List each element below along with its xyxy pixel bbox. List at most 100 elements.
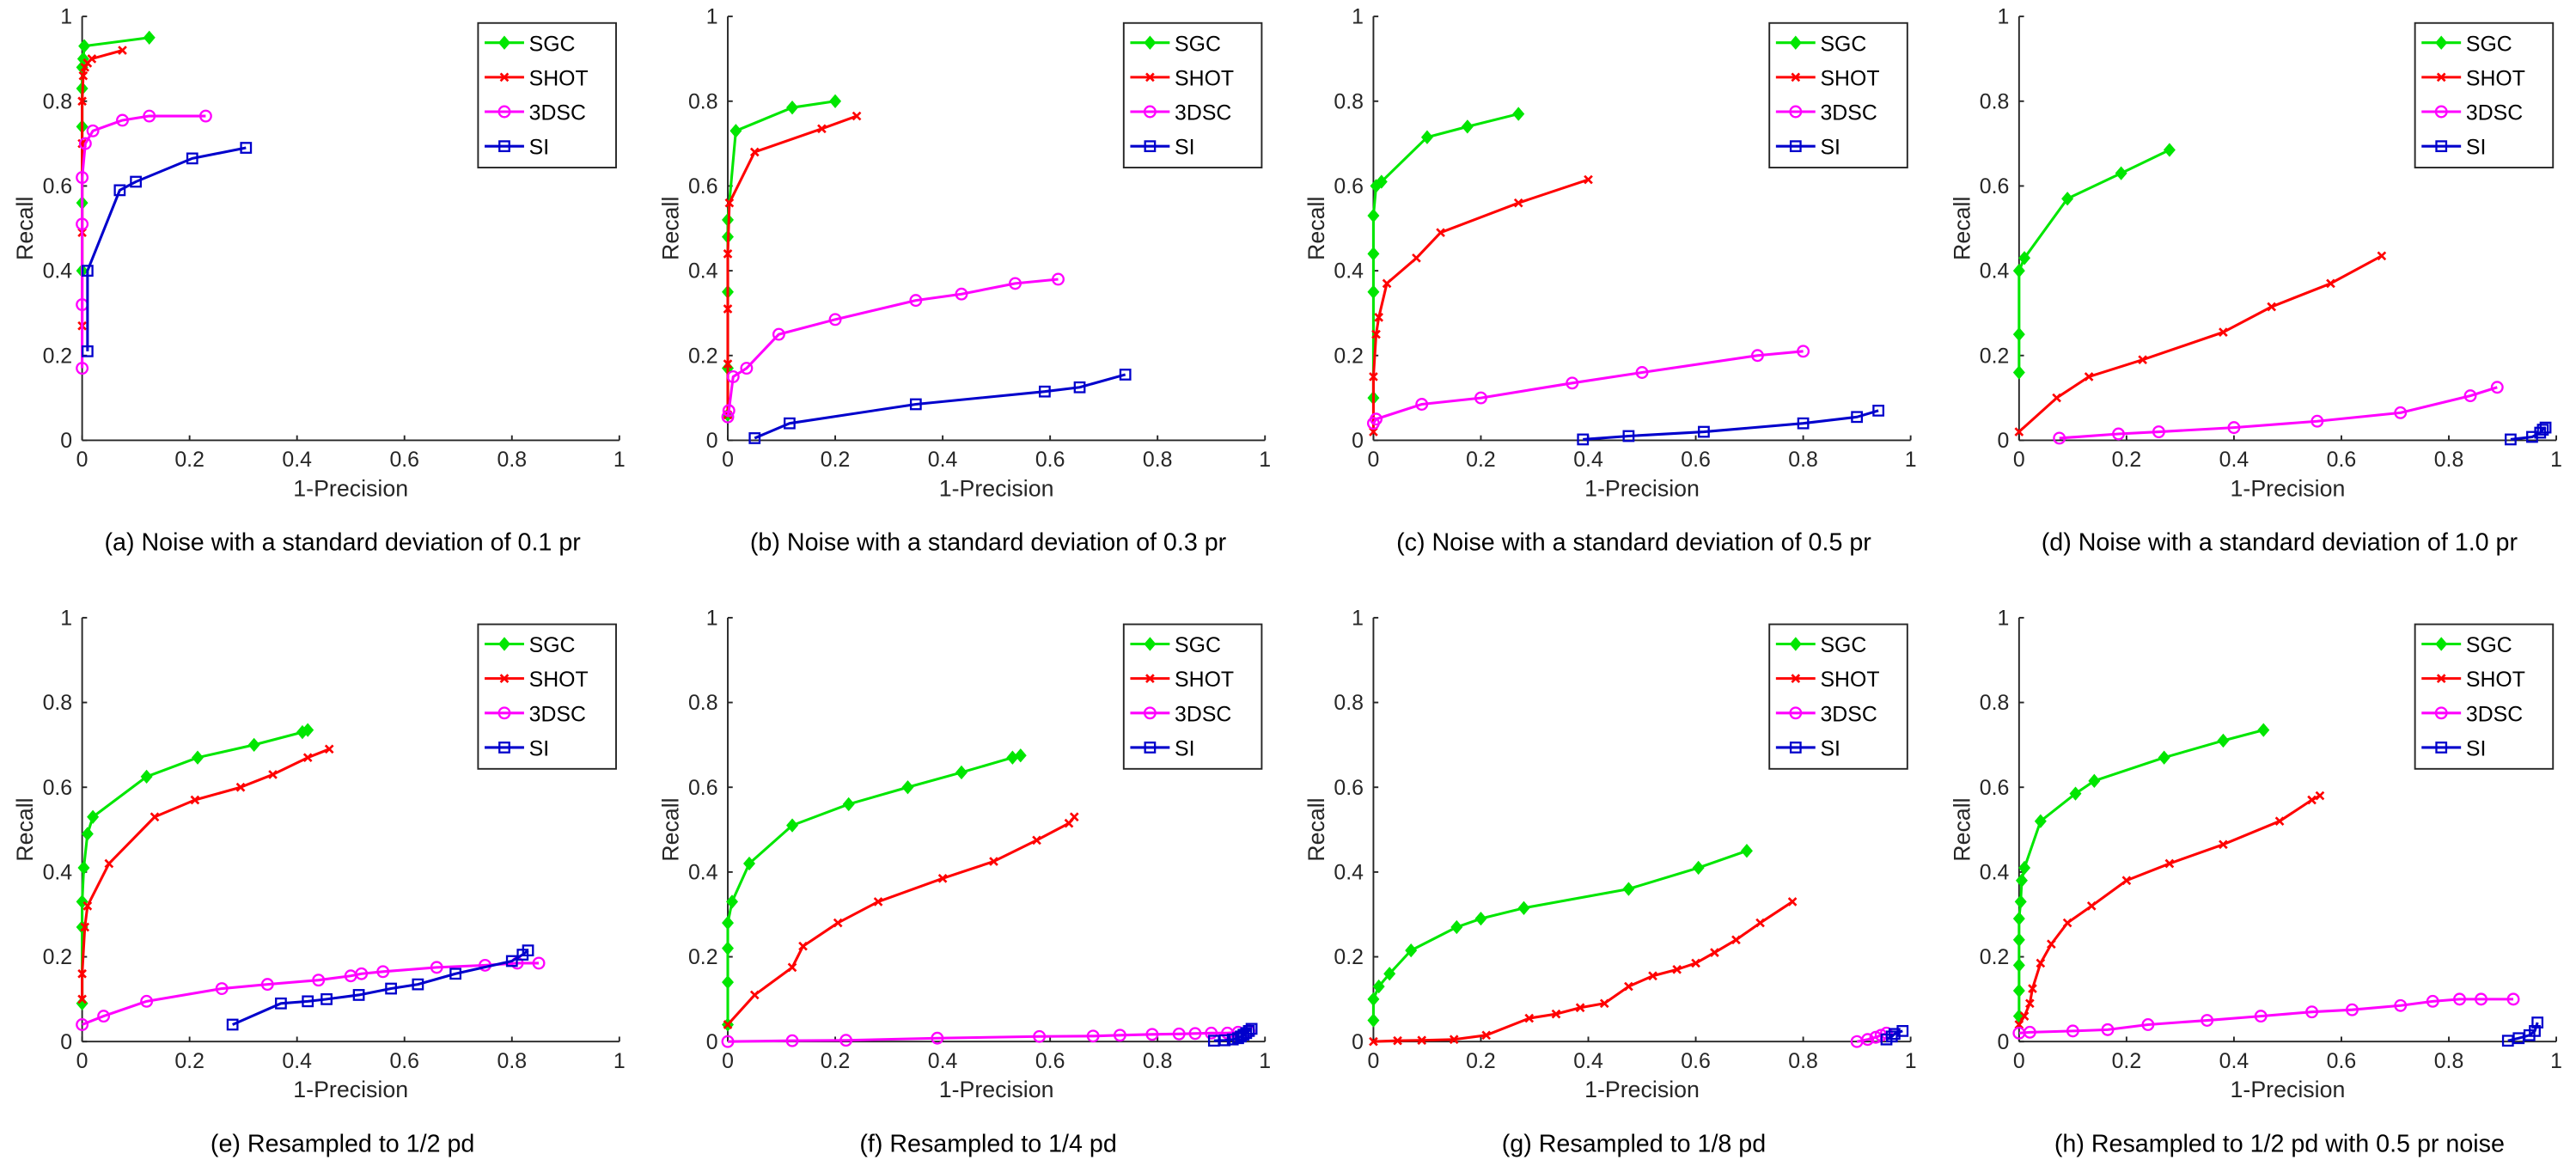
x-axis-label: 1-Precision: [293, 475, 408, 501]
data-point: [1710, 948, 1719, 957]
data-point: [873, 897, 883, 906]
legend-label: 3DSC: [1175, 102, 1231, 125]
legend-marker: [1144, 140, 1157, 153]
data-point: [2377, 251, 2387, 261]
legend-marker: [1144, 35, 1157, 50]
data-point: [76, 894, 89, 909]
x-axis-label: 1-Precision: [1584, 475, 1700, 501]
legend: SGC SHOT 3DSC SI: [1122, 21, 1263, 168]
x-tick-label: 0.6: [389, 449, 419, 472]
data-point: [839, 1034, 853, 1047]
legend-marker: [1789, 637, 1802, 651]
legend-label: SHOT: [2466, 67, 2525, 90]
data-point: [2307, 795, 2317, 805]
data-point: [1412, 253, 1421, 263]
legend-label: 3DSC: [1175, 703, 1231, 726]
y-tick-label: 0.4: [43, 260, 73, 284]
data-point: [1039, 385, 1051, 398]
data-point: [240, 142, 253, 154]
data-point: [140, 994, 154, 1008]
data-point: [1009, 277, 1022, 290]
data-point: [1073, 381, 1086, 394]
data-point: [2018, 251, 2031, 266]
y-tick-label: 1: [706, 607, 718, 631]
data-point: [2490, 381, 2504, 394]
data-point: [2066, 1024, 2079, 1038]
data-point: [2018, 860, 2031, 876]
data-point: [2227, 421, 2241, 435]
data-point: [77, 968, 87, 979]
y-tick-label: 0.2: [688, 946, 718, 969]
y-tick-label: 0.4: [1980, 861, 2010, 884]
series-si: [226, 944, 534, 1031]
data-point: [1851, 411, 1864, 424]
legend-marker: [1145, 72, 1155, 82]
data-point: [1405, 943, 1418, 958]
data-point: [76, 217, 89, 231]
series-line: [82, 961, 540, 1026]
data-point: [722, 974, 735, 990]
data-point: [78, 70, 89, 81]
y-tick-label: 0.2: [1334, 946, 1364, 969]
data-point: [2024, 998, 2035, 1009]
data-point: [931, 1031, 944, 1045]
x-tick-label: 0.2: [1466, 449, 1496, 472]
data-point: [86, 124, 100, 137]
legend-label: SHOT: [529, 67, 589, 90]
data-point: [1740, 844, 1753, 858]
legend-marker: [1791, 674, 1801, 683]
panel-caption: (a) Noise with a standard deviation of 0…: [104, 529, 581, 557]
legend-marker: [1789, 105, 1803, 119]
data-point: [376, 965, 390, 979]
data-point: [2158, 750, 2170, 765]
series-line: [726, 100, 836, 415]
data-point: [2115, 166, 2127, 180]
legend-marker: [1144, 742, 1157, 754]
data-point: [1755, 918, 1765, 928]
data-point: [842, 797, 855, 812]
data-point: [1145, 1028, 1159, 1041]
data-point: [743, 856, 756, 871]
legend-label: 3DSC: [1820, 703, 1877, 726]
data-point: [2012, 958, 2025, 973]
panel-caption: (c) Noise with a standard deviation of 0…: [1396, 529, 1871, 557]
legend-marker: [498, 742, 510, 754]
data-point: [2219, 839, 2228, 850]
series-line: [726, 278, 1059, 418]
data-point: [312, 974, 326, 987]
data-point: [275, 997, 287, 1010]
x-tick-label: 0.6: [1681, 1050, 1711, 1073]
data-point: [77, 994, 87, 1004]
chart-panel: 0 0.2 0.4 0.6 0.8 1 0 0.2 0.4 0.6 0.8 1 1-Precision R…: [1303, 6, 1916, 557]
data-point: [116, 113, 129, 127]
x-tick-label: 0: [1368, 1050, 1380, 1073]
data-point: [1033, 1029, 1047, 1043]
series-line: [232, 949, 529, 1026]
y-axis-label: Recall: [1303, 797, 1329, 861]
data-point: [1367, 208, 1380, 223]
data-point: [1367, 284, 1380, 299]
y-tick-label: 0.8: [688, 692, 718, 715]
x-tick-label: 0.4: [1573, 1050, 1603, 1073]
y-tick-label: 0.6: [688, 777, 718, 800]
figure-root: 0 0.2 0.4 0.6 0.8 1 0 0.2 0.4 0.6 0.8 1 1-Precision R…: [12, 6, 2562, 1158]
series-sgc: [2012, 723, 2270, 1023]
series-line: [86, 146, 247, 351]
data-point: [1672, 964, 1682, 974]
data-point: [2505, 433, 2517, 446]
panel-caption: (e) Resampled to 1/2 pd: [211, 1130, 474, 1157]
data-point: [140, 769, 153, 784]
y-tick-label: 0.8: [1334, 692, 1364, 715]
data-point: [2012, 365, 2025, 380]
series-line: [81, 114, 206, 369]
legend-marker: [1143, 105, 1157, 119]
x-tick-label: 1: [1259, 449, 1271, 472]
y-tick-label: 0.8: [43, 90, 73, 113]
panel-caption: (g) Resampled to 1/8 pd: [1502, 1130, 1766, 1157]
x-tick-label: 0.4: [928, 1050, 958, 1073]
legend-marker: [497, 35, 510, 50]
data-point: [77, 96, 87, 107]
data-point: [1622, 882, 1635, 896]
y-tick-label: 0.6: [1980, 777, 2010, 800]
data-point: [77, 860, 90, 876]
